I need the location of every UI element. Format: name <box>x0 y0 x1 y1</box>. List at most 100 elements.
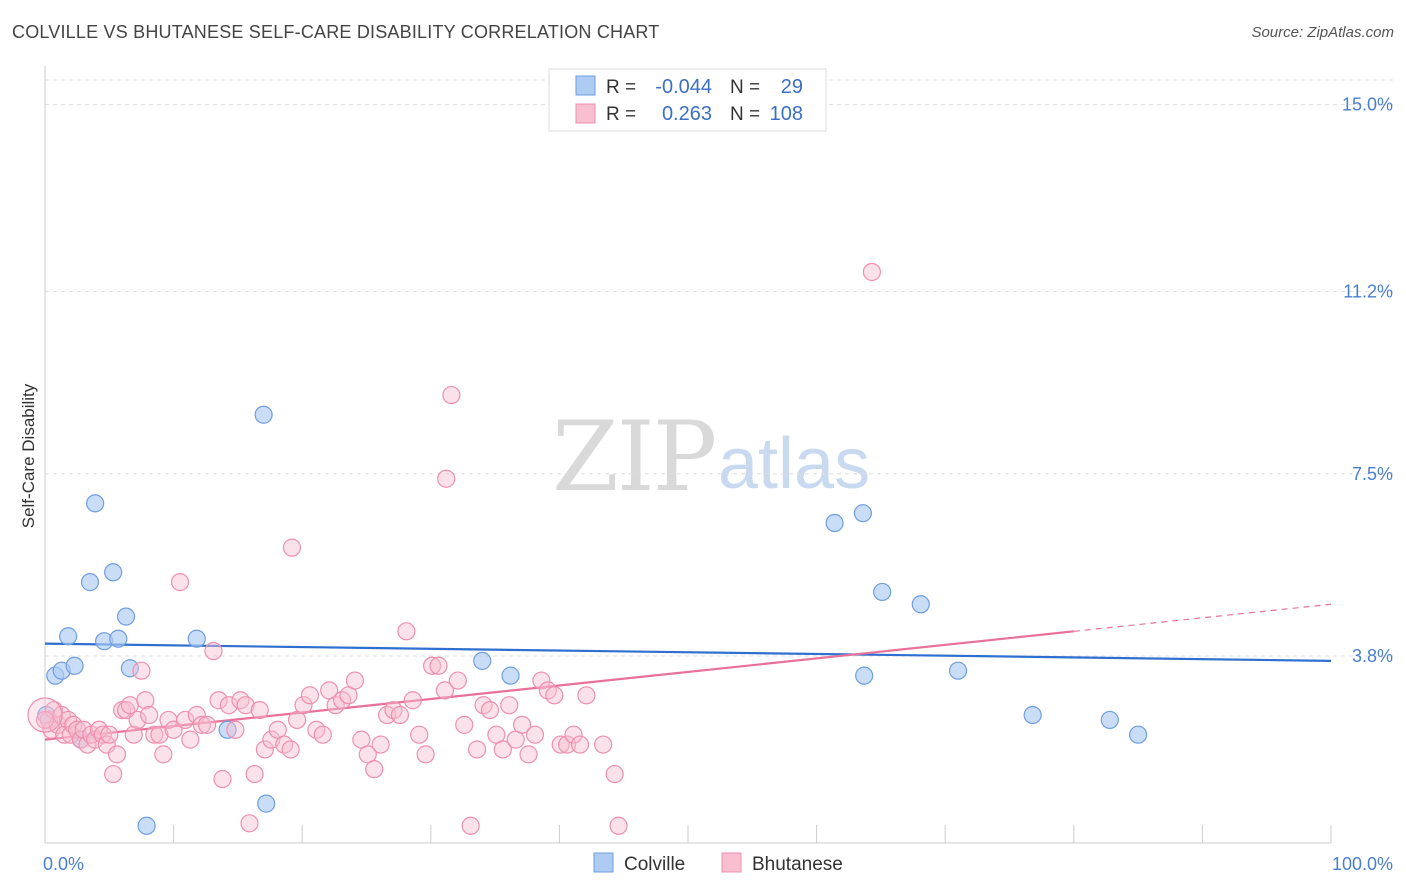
bhutanese-point-27 <box>136 691 155 710</box>
bhutanese-point-49 <box>250 700 269 720</box>
watermark-zip: ZIP <box>552 401 715 513</box>
series-swatch-bhutanese <box>721 852 742 873</box>
bhutanese-point-large <box>27 697 63 733</box>
bhutanese-point-46 <box>236 696 255 715</box>
bhutanese-point-9 <box>68 720 87 739</box>
bhutanese-trend-extension <box>1073 603 1332 632</box>
x-tick-labels: 0.0% 100.0% <box>43 854 1393 874</box>
bhutanese-point-97 <box>558 735 577 754</box>
bhutanese-point-20 <box>107 745 127 764</box>
bhutanese-point-54 <box>281 740 300 759</box>
colville-point-6 <box>80 573 100 592</box>
colville-point-22 <box>855 666 874 685</box>
trend-lines <box>44 603 1332 741</box>
chart-source: Source: ZipAtlas.com <box>1251 24 1394 41</box>
bhutanese-point-29 <box>145 725 164 744</box>
bhutanese-point-92 <box>525 725 545 744</box>
bhutanese-point-77 <box>429 656 448 675</box>
bhutanese-point-73 <box>403 691 422 710</box>
bhutanese-point-88 <box>500 696 519 715</box>
legend-n-value-bhutanese: 108 <box>770 103 803 125</box>
bhutanese-point-85 <box>480 700 500 720</box>
bhutanese-point-64 <box>345 671 365 690</box>
bhutanese-point-81 <box>455 715 474 734</box>
colville-point-16 <box>254 405 273 424</box>
bhutanese-point-25 <box>128 710 147 730</box>
legend-n-label-colville: N = <box>730 77 760 98</box>
bhutanese-point-38 <box>192 715 211 734</box>
bhutanese-point-30 <box>150 725 169 744</box>
grid-lines <box>45 79 1393 657</box>
bhutanese-point-106 <box>862 262 881 282</box>
colville-point-3 <box>59 627 78 646</box>
bhutanese-point-36 <box>181 730 200 749</box>
bhutanese-point-105 <box>282 538 302 557</box>
bhutanese-point-79 <box>442 385 461 405</box>
bhutanese-point-78 <box>435 681 455 700</box>
bhutanese-point-44 <box>226 720 245 739</box>
bhutanese-point-6 <box>59 710 78 730</box>
chart-title: COLVILLE VS BHUTANESE SELF-CARE DISABILI… <box>12 22 660 42</box>
colville-point-7 <box>86 494 105 513</box>
colville-point-14 <box>187 629 206 648</box>
y-tick-labels: 3.8% 7.5% 11.2% 15.0% <box>1342 95 1393 666</box>
colville-point-24 <box>911 595 930 614</box>
y-tick-label-2: 11.2% <box>1343 282 1393 302</box>
colville-point-25 <box>948 661 968 680</box>
legend-r-value-colville: -0.044 <box>655 76 712 98</box>
bhutanese-point-47 <box>240 814 259 833</box>
bhutanese-point-16 <box>93 725 112 744</box>
bhutanese-point-100 <box>577 686 596 705</box>
bhutanese-point-24 <box>124 725 143 744</box>
bhutanese-point-34 <box>170 573 190 592</box>
series-legend: Colville Bhutanese <box>593 852 843 875</box>
colville-point-27 <box>1100 710 1119 730</box>
colville-point-19 <box>501 666 520 685</box>
bhutanese-point-19 <box>104 764 123 784</box>
colville-point-15 <box>218 720 237 739</box>
bhutanese-point-39 <box>197 715 217 734</box>
legend-swatch-bhutanese <box>575 103 596 124</box>
colville-point-13 <box>137 816 156 835</box>
y-tick-label-1: 7.5% <box>1352 464 1393 484</box>
watermark: ZIP atlas <box>552 401 870 513</box>
series-label-colville: Colville <box>624 854 685 875</box>
bhutanese-point-87 <box>493 740 512 759</box>
bhutanese-point-75 <box>416 745 435 764</box>
bhutanese-point-80 <box>448 671 467 690</box>
colville-point-23 <box>873 582 892 602</box>
bhutanese-point-18 <box>100 725 119 744</box>
y-axis-label: Self-Care Disability <box>19 383 38 528</box>
colville-point-20 <box>825 513 844 533</box>
legend-swatch-colville <box>575 75 596 96</box>
bhutanese-point-67 <box>365 760 384 779</box>
bhutanese-point-82 <box>461 816 480 835</box>
bhutanese-trend-line <box>44 630 1074 741</box>
bhutanese-point-93 <box>532 671 551 690</box>
bhutanese-point-104 <box>437 469 456 488</box>
bhutanese-point-95 <box>545 686 564 705</box>
bhutanese-point-83 <box>467 740 487 759</box>
bhutanese-point-68 <box>371 735 390 754</box>
colville-point-11 <box>116 607 136 626</box>
bhutanese-point-71 <box>390 705 410 725</box>
bhutanese-point-48 <box>245 764 264 784</box>
colville-point-10 <box>109 629 128 648</box>
legend-n-value-colville: 29 <box>781 76 803 98</box>
bhutanese-point-50 <box>255 740 275 759</box>
bhutanese-point-40 <box>204 641 223 661</box>
bhutanese-point-31 <box>154 745 173 764</box>
colville-point-4 <box>65 656 84 675</box>
bhutanese-point-102 <box>605 764 624 784</box>
bhutanese-point-28 <box>140 705 159 725</box>
bhutanese-point-74 <box>410 725 429 744</box>
bhutanese-point-41 <box>209 691 228 710</box>
colville-point-17 <box>257 794 276 813</box>
colville-trend-line <box>44 642 1332 662</box>
bhutanese-point-72 <box>397 622 416 641</box>
series-swatch-colville <box>593 852 614 873</box>
watermark-atlas: atlas <box>718 424 870 504</box>
bhutanese-point-33 <box>164 720 183 739</box>
colville-point-18 <box>473 651 492 670</box>
